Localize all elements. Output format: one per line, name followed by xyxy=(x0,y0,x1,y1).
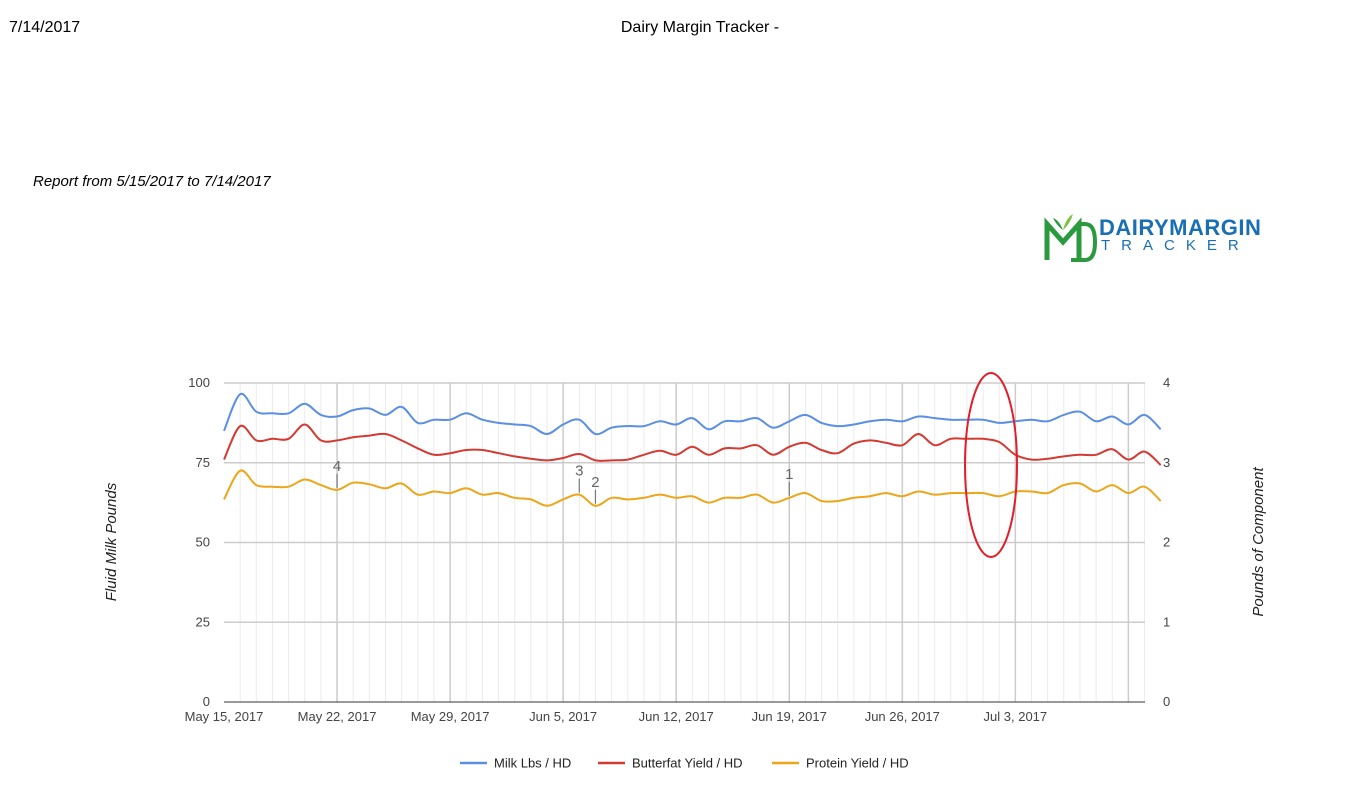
y2-tick-label: 0 xyxy=(1163,694,1170,709)
axes: 0 0 25 1 50 2 75 3 100 4 May 15, 2017 May 22, 2017 M… xyxy=(185,375,1171,724)
dairy-margin-tracker-logo: DAIRYMARGIN TRACKER xyxy=(1043,212,1283,266)
legend-label: Milk Lbs / HD xyxy=(494,756,571,771)
series-lines xyxy=(223,392,1162,507)
x-tick-label: Jul 3, 2017 xyxy=(984,709,1048,724)
x-tick-label: Jun 26, 2017 xyxy=(865,709,940,724)
legend-item[interactable]: Protein Yield / HD xyxy=(772,756,909,771)
y-tick-label: 75 xyxy=(196,455,210,470)
x-tick-label: Jun 5, 2017 xyxy=(529,709,597,724)
series-line-protein xyxy=(223,469,1162,507)
legend: Milk Lbs / HD Butterfat Yield / HD Protein… xyxy=(460,756,909,771)
y2-tick-label: 2 xyxy=(1163,535,1170,550)
y-tick-label: 0 xyxy=(203,694,210,709)
grid xyxy=(224,382,1146,703)
y-tick-label: 50 xyxy=(196,535,210,550)
y-tick-label: 100 xyxy=(188,375,210,390)
logo-wordmark-bottom: TRACKER xyxy=(1101,237,1250,254)
legend-item[interactable]: Milk Lbs / HD xyxy=(460,756,571,771)
series-line-butterfat xyxy=(223,423,1162,466)
legend-item[interactable]: Butterfat Yield / HD xyxy=(598,756,743,771)
y2-tick-label: 1 xyxy=(1163,614,1170,629)
report-range: Report from 5/15/2017 to 7/14/2017 xyxy=(33,173,271,190)
annotation-label: 3 xyxy=(575,463,583,480)
x-tick-label: May 29, 2017 xyxy=(411,709,490,724)
legend-label: Butterfat Yield / HD xyxy=(632,756,743,771)
legend-label: Protein Yield / HD xyxy=(806,756,909,771)
report-date: 7/14/2017 xyxy=(9,19,81,36)
y2-tick-label: 3 xyxy=(1163,455,1170,470)
right-axis-title: Pounds of Component xyxy=(1250,467,1267,617)
highlight-ellipse xyxy=(964,372,1018,558)
logo-mark-icon xyxy=(1044,214,1097,262)
page-title: Dairy Margin Tracker - xyxy=(620,19,780,36)
annotation-label: 1 xyxy=(785,466,793,483)
y2-tick-label: 4 xyxy=(1163,375,1170,390)
x-tick-label: May 22, 2017 xyxy=(298,709,377,724)
annotation-label: 2 xyxy=(591,474,599,491)
x-tick-label: Jun 19, 2017 xyxy=(752,709,827,724)
annotation-label: 4 xyxy=(333,458,341,475)
series-line-milk xyxy=(223,392,1162,436)
left-axis-title: Fluid Milk Pounds xyxy=(103,482,120,601)
annotations: 4 32 1 xyxy=(333,458,793,504)
logo-wordmark-top: DAIRYMARGIN xyxy=(1099,215,1262,240)
x-tick-label: May 15, 2017 xyxy=(185,709,264,724)
y-tick-label: 25 xyxy=(196,614,210,629)
x-tick-label: Jun 12, 2017 xyxy=(639,709,714,724)
